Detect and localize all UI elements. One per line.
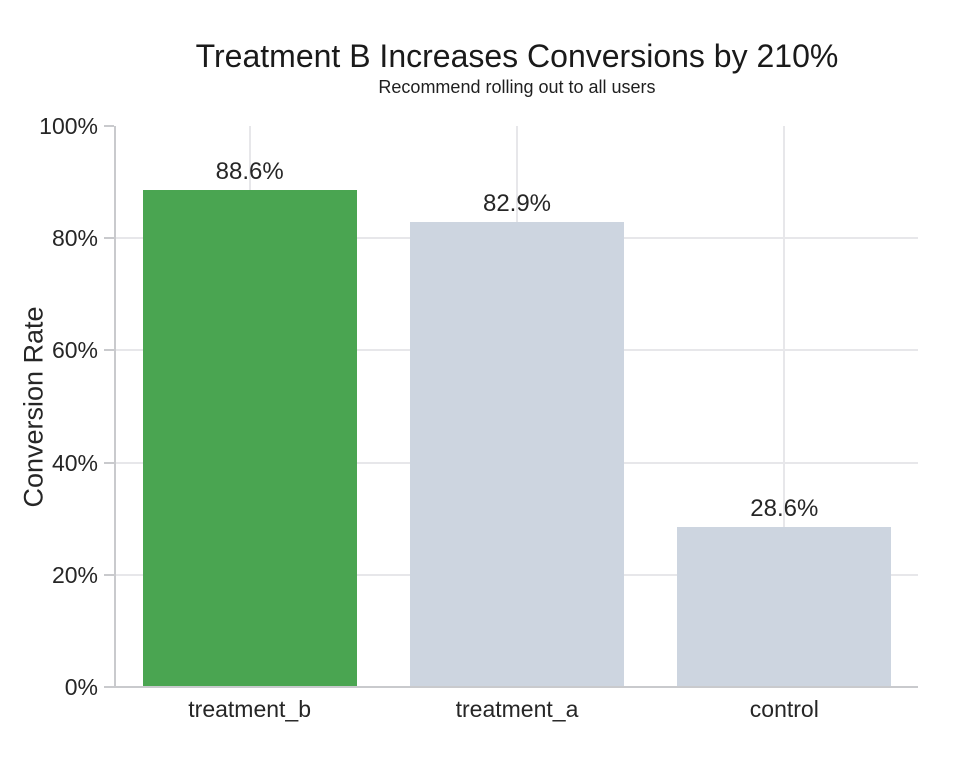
x-tick-label-treatment_a: treatment_a <box>455 696 579 722</box>
y-tick-label: 0% <box>64 674 98 700</box>
bar-value-label-treatment_b: 88.6% <box>215 157 284 185</box>
y-tick-mark <box>104 349 114 352</box>
y-tick-label: 80% <box>51 225 98 252</box>
bar-control <box>677 526 892 687</box>
y-tick-mark <box>104 573 114 576</box>
x-axis-spine <box>114 686 918 688</box>
bar-value-label-control: 28.6% <box>750 494 819 522</box>
x-tick-label-treatment_b: treatment_b <box>188 696 312 722</box>
bar-treatment_b <box>142 189 357 687</box>
gridline-vertical <box>783 126 786 687</box>
bar-treatment_a <box>410 221 624 687</box>
y-tick-mark <box>104 125 114 127</box>
y-tick-label: 40% <box>51 449 98 476</box>
y-tick-mark <box>104 686 114 688</box>
y-tick-mark <box>104 461 114 464</box>
chart-title: Treatment B Increases Conversions by 210… <box>195 38 839 74</box>
y-axis-spine <box>114 126 116 687</box>
y-tick-label: 20% <box>51 561 98 588</box>
x-tick-label-control: control <box>749 696 819 722</box>
bar-value-label-treatment_a: 82.9% <box>482 189 552 217</box>
chart-subtitle: Recommend rolling out to all users <box>378 77 656 97</box>
plot-area: 88.6% 82.9% 28.6% <box>114 126 918 688</box>
y-tick-label: 60% <box>51 337 98 364</box>
y-tick-mark <box>104 237 114 240</box>
y-tick-label: 100% <box>39 113 98 139</box>
